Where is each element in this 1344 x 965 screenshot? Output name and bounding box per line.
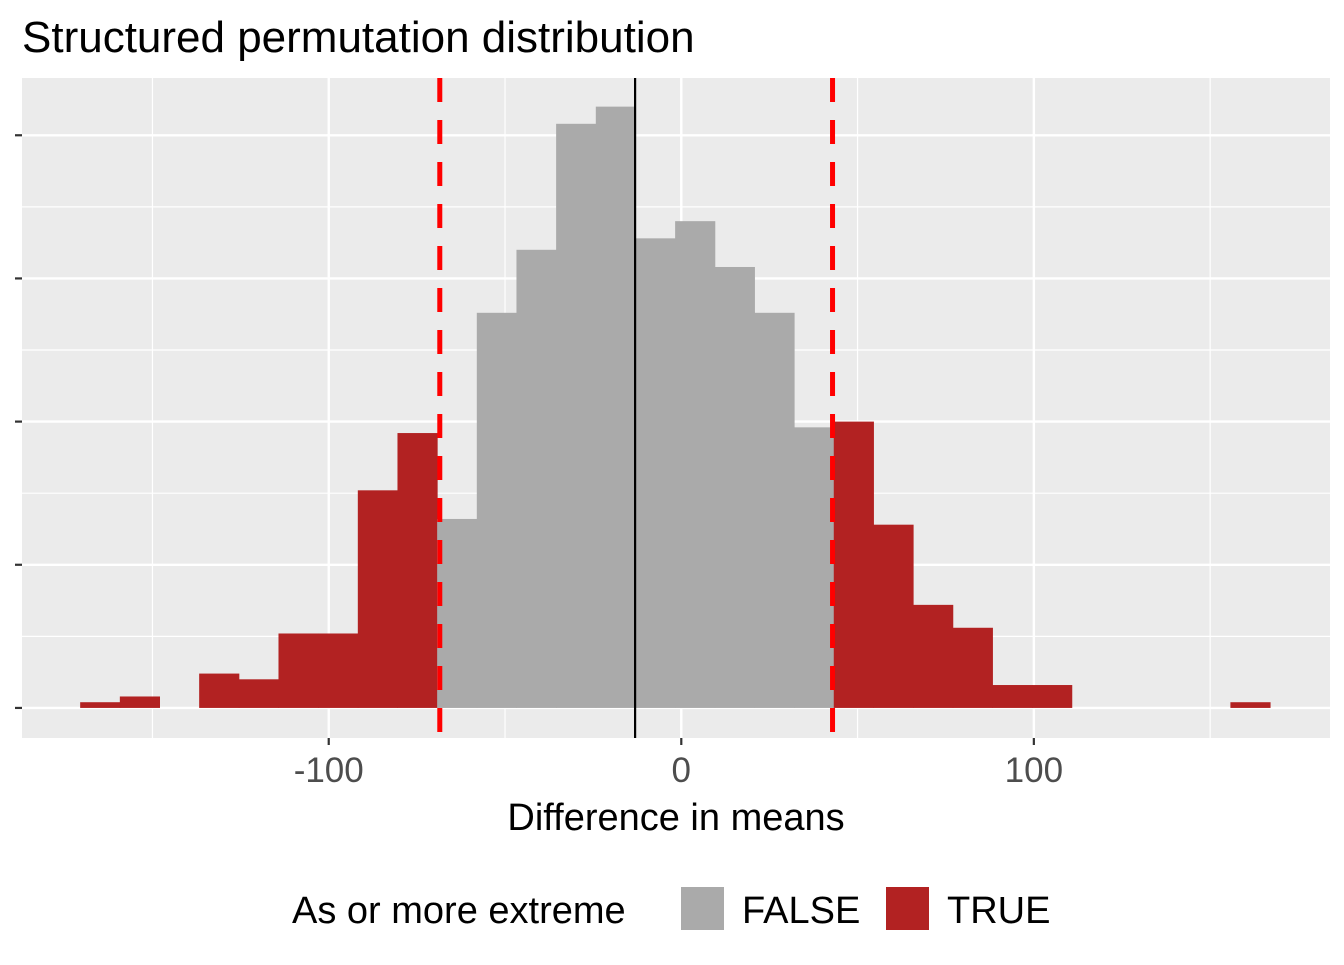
- legend-label-false: FALSE: [742, 890, 860, 932]
- x-tick-label: 0: [672, 751, 691, 790]
- chart-title: Structured permutation distribution: [22, 13, 695, 62]
- histogram-bar: [675, 221, 716, 708]
- histogram-bar: [714, 266, 755, 708]
- histogram-bar: [794, 427, 835, 708]
- x-axis-title: Difference in means: [507, 797, 844, 839]
- histogram-bar: [476, 312, 517, 708]
- histogram-bar: [1032, 685, 1073, 708]
- histogram-bar: [357, 490, 398, 708]
- histogram-bar: [278, 633, 319, 708]
- histogram-bar: [873, 524, 914, 708]
- reference-lines: [437, 78, 836, 738]
- x-tick-label: -100: [294, 751, 364, 790]
- legend-title: As or more extreme: [292, 890, 626, 932]
- histogram-bar: [754, 312, 795, 708]
- histogram-bar: [397, 433, 438, 708]
- histogram-bar: [119, 696, 160, 708]
- histogram-bar: [437, 518, 478, 708]
- x-tick-label: 100: [1005, 751, 1063, 790]
- legend: As or more extreme FALSE TRUE: [292, 887, 1050, 932]
- histogram-bar: [992, 685, 1033, 708]
- bars: [80, 106, 1271, 708]
- legend-key-true: [886, 887, 929, 930]
- histogram-bar: [516, 249, 557, 708]
- legend-label-true: TRUE: [947, 890, 1050, 932]
- histogram-bar: [913, 604, 954, 708]
- histogram-bar: [556, 123, 597, 708]
- histogram-bar: [238, 679, 279, 708]
- histogram-bar: [199, 673, 240, 708]
- histogram-bar: [595, 106, 636, 708]
- histogram-bar: [635, 238, 676, 708]
- histogram-bar: [952, 627, 993, 708]
- axes: -100 0 100: [15, 134, 1063, 790]
- histogram-bar: [833, 421, 874, 708]
- legend-key-false: [681, 887, 724, 930]
- histogram-bar: [80, 702, 121, 708]
- histogram-bar: [318, 633, 359, 708]
- histogram-bar: [1230, 702, 1271, 708]
